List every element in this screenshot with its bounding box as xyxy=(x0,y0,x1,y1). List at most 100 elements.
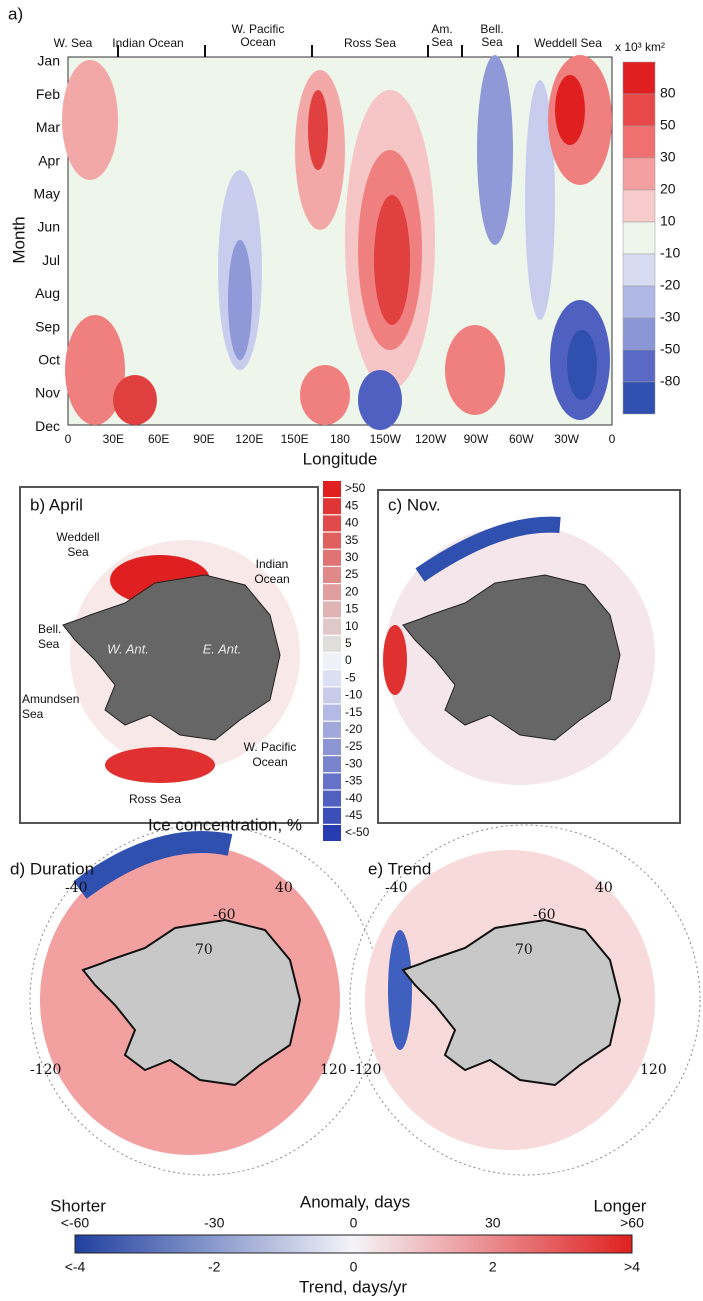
colorbar-label: -10 xyxy=(660,245,680,261)
lon-label: 120W xyxy=(415,432,447,446)
colorbar-label: 45 xyxy=(345,498,359,512)
lon-label: 0 xyxy=(65,432,72,446)
month-label: Jul xyxy=(42,252,60,268)
region-label: Ross Sea xyxy=(344,36,396,50)
lon-label: 60W xyxy=(509,432,534,446)
colorbar-label: 25 xyxy=(345,567,359,581)
month-label: Jun xyxy=(37,219,60,235)
colorbar-title: Trend, days/yr xyxy=(299,1277,407,1296)
map-label: Bell. xyxy=(38,622,61,636)
colorbar-label: -50 xyxy=(660,341,680,357)
anomaly-tick: -30 xyxy=(204,1215,224,1231)
colorbar-swatch xyxy=(323,498,341,515)
colorbar-swatch xyxy=(622,125,656,159)
colorbar-swatch xyxy=(323,515,341,532)
colorbar-label: -15 xyxy=(345,705,363,719)
colorbar-end-label: Longer xyxy=(594,1196,647,1215)
lon-label: 30E xyxy=(103,432,124,446)
x-axis-title: Longitude xyxy=(303,449,378,468)
panel-title: b) April xyxy=(30,495,83,514)
colorbar-swatch xyxy=(323,687,341,704)
colorbar-label: 50 xyxy=(660,117,676,133)
colorbar-swatch xyxy=(323,670,341,687)
colorbar-label: 20 xyxy=(660,181,676,197)
panel-label: a) xyxy=(8,4,23,23)
region-label: Indian Ocean xyxy=(112,36,183,50)
lon-label: 30W xyxy=(554,432,579,446)
y-axis-title: Month xyxy=(9,216,28,263)
anomaly-tick: <-60 xyxy=(61,1215,90,1231)
colorbar-end-label: Shorter xyxy=(50,1196,106,1215)
colorbar-label: -40 xyxy=(345,791,363,805)
lon-label: 180 xyxy=(330,432,350,446)
month-label: Dec xyxy=(35,418,60,434)
colorbar-label: 80 xyxy=(660,85,676,101)
colorbar-swatch xyxy=(323,653,341,669)
grid-label: 70 xyxy=(515,942,533,958)
colorbar-swatch xyxy=(323,756,341,773)
grid-label: 70 xyxy=(195,942,213,958)
colorbar-swatch xyxy=(622,253,656,287)
region-label: Weddell Sea xyxy=(534,36,602,50)
colorbar-label: 5 xyxy=(345,636,352,650)
colorbar-label: -30 xyxy=(660,309,680,325)
panel-title: e) Trend xyxy=(368,859,431,878)
month-label: May xyxy=(34,186,60,202)
colorbar-label: -25 xyxy=(345,739,363,753)
lon-label: 0 xyxy=(609,432,616,446)
lon-label: 120E xyxy=(235,432,263,446)
colorbar-swatch xyxy=(323,567,341,583)
lon-label: 150W xyxy=(370,432,402,446)
colorbar-swatch xyxy=(323,807,341,824)
colorbar-title: Ice concentration, % xyxy=(148,815,302,834)
grid-label: 40 xyxy=(275,880,293,896)
trend-tick: 2 xyxy=(489,1259,497,1275)
colorbar-swatch xyxy=(323,481,341,497)
colorbar-label: 10 xyxy=(345,619,359,633)
colorbar-label: 30 xyxy=(660,149,676,165)
colorbar-label: -30 xyxy=(345,756,363,770)
colorbar-label: 40 xyxy=(345,516,359,530)
panel-d xyxy=(29,824,381,1176)
colorbar-swatch xyxy=(323,635,341,652)
map-label: Sea xyxy=(38,637,60,651)
colorbar-label: 30 xyxy=(345,550,359,564)
colorbar-label: 10 xyxy=(660,213,676,229)
month-label: Mar xyxy=(36,119,60,135)
grid-label: -120 xyxy=(30,1062,61,1078)
colorbar-swatch xyxy=(622,317,656,351)
grid-label: 120 xyxy=(320,1062,347,1078)
trend-tick: >4 xyxy=(624,1259,640,1275)
lon-label: 60E xyxy=(148,432,169,446)
panel-a xyxy=(62,55,613,430)
colorbar-swatch xyxy=(622,189,656,223)
colorbar-swatch xyxy=(323,704,341,721)
month-label: Oct xyxy=(38,352,60,368)
colorbar-swatch xyxy=(323,549,341,566)
grid-label: 40 xyxy=(595,880,613,896)
trend-tick: -2 xyxy=(208,1259,221,1275)
region-label: Am. xyxy=(431,22,452,36)
colorbar-swatch xyxy=(323,790,341,807)
panel-title: c) Nov. xyxy=(388,495,441,514)
region-label: W. Sea xyxy=(54,36,93,50)
map-label: W. Pacific xyxy=(244,740,297,754)
trend-tick: <-4 xyxy=(65,1259,86,1275)
map-label: Ross Sea xyxy=(129,792,181,806)
month-label: Apr xyxy=(38,152,60,168)
colorbar-swatch xyxy=(323,721,341,738)
region-label: Sea xyxy=(481,35,503,49)
map-label: Indian xyxy=(256,557,289,571)
map-label: Ocean xyxy=(254,572,289,586)
colorbar-swatch xyxy=(622,157,656,191)
map-label: Ocean xyxy=(252,755,287,769)
colorbar-swatch xyxy=(323,618,341,635)
lon-label: 90W xyxy=(464,432,489,446)
colorbar-label: 15 xyxy=(345,602,359,616)
colorbar-label: -5 xyxy=(345,670,356,684)
anomaly-tick: 30 xyxy=(485,1215,501,1231)
lon-label: 150E xyxy=(281,432,309,446)
region-label: Sea xyxy=(431,35,453,49)
colorbar-label: -10 xyxy=(345,688,363,702)
